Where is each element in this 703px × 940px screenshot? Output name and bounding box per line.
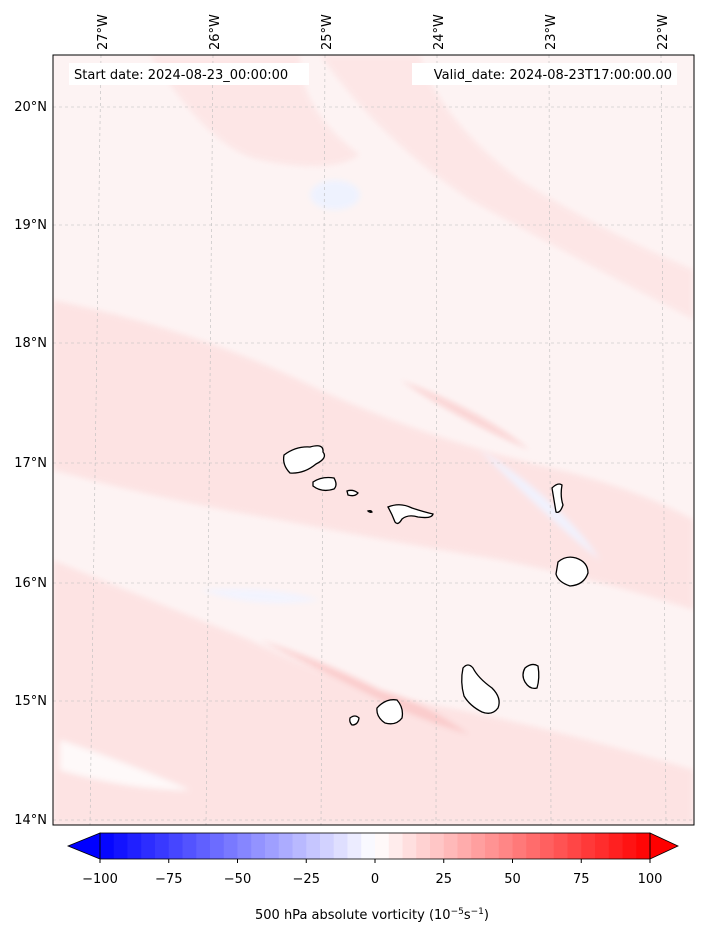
valid-date-box — [412, 63, 677, 85]
lon-label: 27°W — [96, 14, 111, 50]
colorbar-tick-label: 75 — [573, 872, 590, 887]
lat-label: 16°N — [14, 576, 47, 591]
colorbar-cell — [457, 833, 472, 859]
colorbar-cell — [113, 833, 129, 859]
island-santiago — [461, 664, 500, 714]
colorbar-cell — [581, 833, 596, 859]
colorbar: −100 −75 −50 −25 0 25 50 75 100 — [66, 832, 679, 887]
colorbar-cell — [292, 833, 307, 859]
coastlines — [282, 445, 589, 726]
colorbar-cell — [622, 833, 637, 859]
colorbar-tick-label: −75 — [155, 872, 182, 887]
colorbar-ticks: −100 −75 −50 −25 0 25 50 75 100 — [82, 859, 662, 887]
lat-label: 19°N — [14, 218, 47, 233]
lon-label: 26°W — [208, 14, 223, 50]
island-boa-vista — [555, 556, 589, 587]
colorbar-cell — [196, 833, 211, 859]
colorbar-cell — [553, 833, 569, 859]
colorbar-cell — [320, 833, 335, 859]
colorbar-cell — [375, 833, 390, 859]
colorbar-tick-label: 50 — [504, 872, 521, 887]
graticule — [53, 55, 694, 825]
map-frame — [52, 54, 695, 826]
start-date-box — [69, 63, 309, 85]
map-field — [53, 55, 694, 825]
colorbar-cell — [265, 833, 280, 859]
lat-label: 18°N — [14, 336, 47, 351]
lon-label: 24°W — [432, 14, 447, 50]
colorbar-cell — [540, 833, 555, 859]
island-branco — [366, 510, 373, 513]
lon-label: 22°W — [656, 14, 671, 50]
colorbar-cell — [237, 833, 252, 859]
island-maio — [522, 663, 540, 690]
lon-label: 23°W — [544, 14, 559, 50]
colorbar-tick-label: −50 — [224, 872, 251, 887]
colorbar-cells — [100, 833, 651, 859]
island-santo-antao — [282, 445, 326, 474]
colorbar-cell — [333, 833, 349, 859]
colorbar-cell — [361, 833, 376, 859]
colorbar-cell — [567, 833, 582, 859]
colorbar-cell — [100, 833, 115, 859]
start-date-label: Start date: 2024-08-23_00:00:00 — [74, 68, 288, 83]
colorbar-cell — [223, 833, 239, 859]
colorbar-cell — [595, 833, 610, 859]
colorbar-cell — [182, 833, 197, 859]
island-fogo — [376, 699, 404, 725]
lat-label: 15°N — [14, 694, 47, 709]
latitude-labels: 20°N 19°N 18°N 17°N 16°N 15°N 14°N — [14, 100, 47, 828]
island-santa-luzia — [346, 489, 359, 497]
colorbar-title: 500 hPa absolute vorticity (10−5s−1) — [255, 907, 489, 923]
lat-label: 14°N — [14, 813, 47, 828]
lat-label: 20°N — [14, 100, 47, 115]
island-sal — [551, 483, 564, 513]
colorbar-tick-label: 25 — [435, 872, 452, 887]
island-sao-nicolau — [387, 504, 434, 525]
colorbar-tick-label: 0 — [371, 872, 379, 887]
colorbar-cell — [471, 833, 486, 859]
colorbar-cell — [608, 833, 624, 859]
lon-label: 25°W — [320, 14, 335, 50]
lat-label: 17°N — [14, 456, 47, 471]
colorbar-cell — [430, 833, 445, 859]
colorbar-tick-label: −100 — [82, 872, 118, 887]
longitude-labels: 27°W 26°W 25°W 24°W 23°W 22°W — [96, 14, 671, 50]
valid-date-label: Valid_date: 2024-08-23T17:00:00.00 — [434, 68, 672, 83]
colorbar-extend-min — [66, 832, 101, 860]
colorbar-cell — [388, 833, 404, 859]
colorbar-cell — [526, 833, 541, 859]
colorbar-tick-label: −25 — [293, 872, 320, 887]
colorbar-cell — [278, 833, 294, 859]
colorbar-tick-label: 100 — [638, 872, 663, 887]
colorbar-cell — [498, 833, 514, 859]
colorbar-cell — [416, 833, 431, 859]
colorbar-cell — [210, 833, 225, 859]
colorbar-cell — [485, 833, 500, 859]
island-brava — [349, 715, 360, 726]
colorbar-cell — [402, 833, 417, 859]
island-sao-vicente — [312, 476, 337, 492]
colorbar-cell — [251, 833, 266, 859]
colorbar-cell — [141, 833, 156, 859]
colorbar-cell — [347, 833, 362, 859]
colorbar-cell — [443, 833, 459, 859]
colorbar-cell — [168, 833, 184, 859]
colorbar-cell — [636, 833, 651, 859]
colorbar-cell — [306, 833, 321, 859]
colorbar-cell — [512, 833, 527, 859]
colorbar-cell — [127, 833, 142, 859]
colorbar-cell — [155, 833, 170, 859]
colorbar-extend-max — [649, 832, 679, 860]
